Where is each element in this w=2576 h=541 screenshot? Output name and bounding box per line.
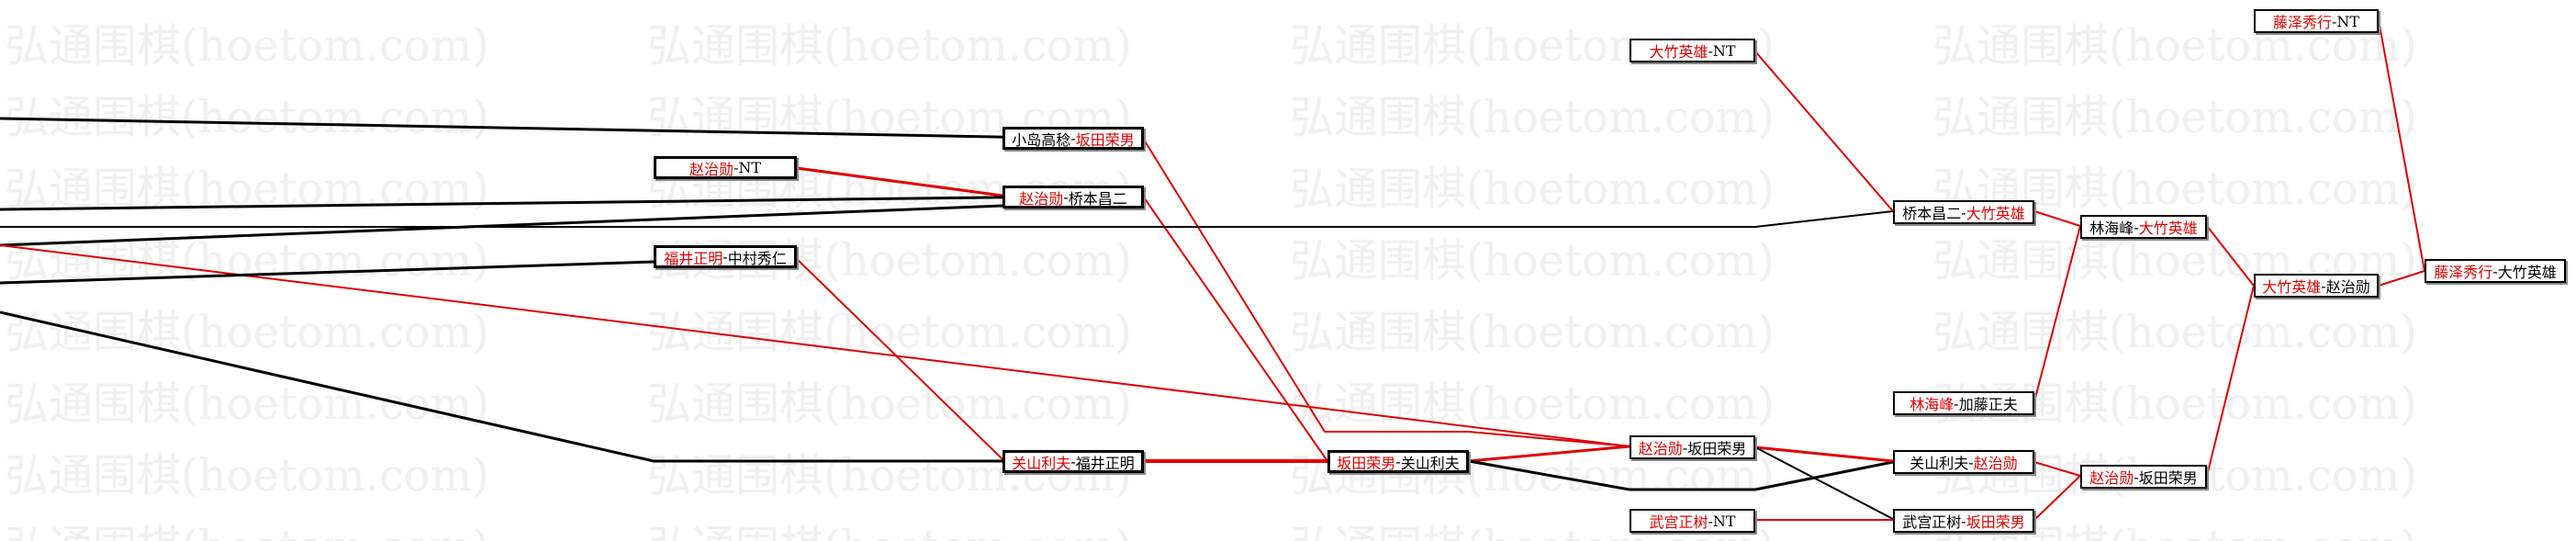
bracket-connector (2378, 19, 2425, 272)
bracket-connector (1754, 445, 1894, 463)
separator: - (1070, 453, 1076, 470)
bracket-connector (0, 117, 1145, 141)
player-2-name: 大竹英雄 (2138, 220, 2198, 237)
player-1-name: 武宫正树 (1649, 513, 1708, 531)
player-1-name: 桥本昌二 (1902, 205, 1962, 222)
bracket-connector (0, 204, 1003, 247)
separator: - (1954, 394, 1959, 412)
match-box: 大竹英雄 - NT (1630, 39, 1755, 62)
bracket-connector (0, 244, 1630, 447)
match-box: 林海峰 - 大竹英雄 (2080, 215, 2207, 239)
bracket-connector (1143, 197, 1328, 462)
match-box: 藤泽秀行 - 大竹英雄 (2425, 259, 2566, 283)
separator: - (2134, 468, 2139, 486)
player-1-name: 小岛高稔 (1012, 130, 1071, 149)
player-2-name: NT (2336, 12, 2360, 30)
separator: - (733, 159, 739, 176)
match-box: 桥本昌二 - 大竹英雄 (1893, 200, 2034, 224)
bracket-connector (1754, 446, 1894, 520)
match-box: 藤泽秀行 - NT (2254, 9, 2379, 33)
bracket-connector (2033, 210, 2081, 227)
separator: - (2331, 12, 2337, 30)
player-2-name: 坂田荣男 (1075, 130, 1135, 149)
player-2-name: 坂田荣男 (2138, 469, 2198, 487)
match-box: 赵治勋 - 坂田荣男 (2080, 465, 2207, 489)
player-2-name: 大竹英雄 (1966, 205, 2025, 222)
player-1-name: 赵治勋 (1019, 189, 1064, 208)
bracket-connector (0, 310, 1002, 463)
player-2-name: 福井正明 (1075, 454, 1135, 472)
player-2-name: NT (738, 159, 762, 176)
match-box: 赵治勋 - NT (654, 156, 797, 179)
player-1-name: 林海峰 (1910, 396, 1954, 413)
separator: - (1682, 438, 1688, 456)
match-box: 林海峰 - 加藤正夫 (1893, 391, 2034, 415)
player-2-name: 关山利夫 (1400, 454, 1460, 472)
bracket-connector (1468, 459, 1894, 491)
bracket-connector (2206, 225, 2255, 287)
player-1-name: 福井正明 (664, 249, 723, 267)
player-2-name: 赵治勋 (2325, 278, 2370, 296)
separator: - (2321, 276, 2326, 295)
separator: - (1961, 203, 1966, 221)
bracket-connector (2378, 270, 2425, 287)
player-1-name: 藤泽秀行 (2434, 264, 2493, 281)
player-1-name: 关山利夫 (1910, 455, 1969, 472)
player-2-name: 中村秀仁 (727, 249, 787, 267)
player-2-name: 坂田荣男 (1966, 513, 2025, 531)
match-box: 武宫正树 - 坂田荣男 (1893, 509, 2034, 533)
player-2-name: 大竹英雄 (2497, 264, 2557, 281)
player-2-name: NT (1712, 512, 1736, 530)
separator: - (1708, 512, 1713, 530)
separator: - (1395, 453, 1401, 470)
player-1-name: 大竹英雄 (2262, 278, 2322, 296)
bracket-connector (2206, 285, 2255, 477)
separator: - (722, 248, 728, 265)
player-1-name: 武宫正树 (1902, 513, 1962, 531)
match-box: 武宫正树 - NT (1630, 509, 1755, 533)
bracket-connector (1143, 139, 1630, 447)
bracket-connector (0, 210, 1894, 228)
match-box: 关山利夫 - 福井正明 (1002, 450, 1144, 473)
player-1-name: 林海峰 (2089, 220, 2134, 237)
bracket-connector (0, 194, 1145, 211)
player-1-name: 藤泽秀行 (2272, 14, 2332, 31)
player-1-name: 大竹英雄 (1649, 43, 1708, 61)
match-box: 坂田荣男 - 关山利夫 (1327, 450, 1469, 473)
player-2-name: 桥本昌二 (1068, 189, 1127, 208)
separator: - (1708, 41, 1713, 60)
separator: - (1070, 130, 1076, 147)
player-1-name: 坂田荣男 (1337, 454, 1396, 472)
bracket-connector (2033, 461, 2081, 477)
separator: - (2492, 262, 2498, 280)
match-box: 大竹英雄 - 赵治勋 (2254, 274, 2379, 298)
player-1-name: 关山利夫 (1012, 454, 1071, 472)
separator: - (1968, 453, 1974, 471)
player-1-name: 赵治勋 (1638, 440, 1683, 457)
player-2-name: 坂田荣男 (1687, 440, 1747, 457)
bracket-connector (2033, 475, 2081, 521)
match-box: 赵治勋 - 桥本昌二 (1002, 186, 1144, 209)
match-box: 小岛高稔 - 坂田荣男 (1002, 127, 1144, 150)
match-box: 福井正明 - 中村秀仁 (654, 245, 797, 268)
player-2-name: 加藤正夫 (1958, 396, 2018, 413)
bracket-connector (796, 258, 1003, 460)
match-box: 关山利夫 - 赵治勋 (1893, 450, 2034, 474)
separator: - (1961, 512, 1966, 530)
bracket-connector (1468, 445, 1630, 463)
player-2-name: 赵治勋 (1973, 455, 2018, 472)
bracket-connector (1754, 51, 1894, 212)
player-1-name: 赵治勋 (2089, 469, 2134, 487)
player-1-name: 赵治勋 (689, 160, 734, 178)
separator: - (2134, 218, 2139, 236)
player-2-name: NT (1712, 41, 1736, 60)
bracket-connector (2033, 225, 2081, 402)
separator: - (1063, 188, 1069, 206)
bracket-connector (796, 166, 1003, 197)
match-box: 赵治勋 - 坂田荣男 (1630, 435, 1755, 459)
